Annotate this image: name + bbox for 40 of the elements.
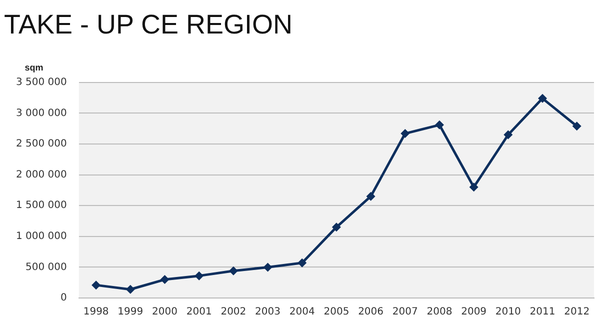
x-tick-label: 2011: [530, 306, 556, 318]
x-tick-label: 2001: [186, 306, 212, 318]
point: [572, 122, 582, 131]
point: [469, 182, 478, 192]
x-tick-label: 2007: [392, 306, 418, 318]
point: [263, 262, 272, 272]
x-tick-label: 2008: [426, 306, 452, 318]
y-tick-label: 3 500 000: [16, 76, 67, 88]
point: [538, 94, 547, 103]
x-tick-label: 2004: [289, 306, 315, 318]
point: [194, 271, 204, 280]
y-tick-label: 1 500 000: [16, 200, 67, 212]
y-axis-title: sqm: [24, 62, 44, 72]
x-tick-label: 2009: [461, 306, 487, 318]
chart-title: TAKE - UP CE REGION: [4, 10, 293, 40]
point: [332, 222, 341, 232]
point: [400, 129, 410, 138]
point: [434, 120, 444, 130]
point: [228, 266, 238, 276]
x-tick-label: 2006: [358, 306, 384, 318]
y-tick-label: 500 000: [26, 262, 67, 273]
point: [160, 275, 170, 284]
y-tick-label: 2 500 000: [16, 138, 67, 150]
point: [504, 130, 513, 140]
x-tick-label: 2003: [255, 306, 280, 318]
x-tick-label: 2010: [495, 306, 521, 318]
x-tick-label: 2012: [564, 306, 590, 318]
y-tick-label: 3 000 000: [16, 108, 67, 119]
x-tick-label: 2002: [220, 306, 246, 318]
point: [298, 258, 307, 268]
point: [126, 284, 135, 294]
x-tick-label: 1998: [83, 306, 109, 318]
x-tick-label: 1999: [118, 306, 144, 318]
point: [366, 192, 376, 201]
y-tick-label: 1 000 000: [16, 230, 67, 242]
y-tick-label: 2 000 000: [16, 169, 67, 180]
point: [92, 280, 101, 290]
x-tick-label: 2000: [152, 306, 178, 318]
x-tick-label: 2005: [324, 306, 350, 318]
y-tick-label: 0: [60, 292, 67, 304]
